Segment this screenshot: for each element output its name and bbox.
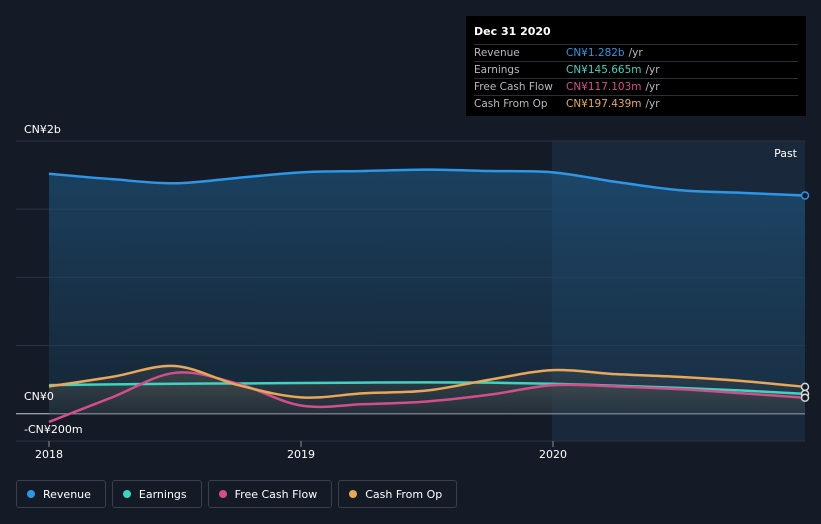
legend-dot-icon	[122, 490, 131, 498]
line-free-cash-flow	[48, 371, 806, 424]
x-tick-label: 2018	[35, 448, 63, 461]
legend-dot-icon	[349, 490, 358, 498]
tooltip-unit: /yr	[645, 64, 660, 76]
y-label-zero: CN¥0	[24, 390, 54, 403]
legend-label: Cash From Op	[365, 487, 443, 501]
legend-label: Revenue	[43, 487, 91, 501]
y-label-top: CN¥2b	[24, 123, 61, 136]
tooltip-value: CN¥197.439m	[566, 98, 642, 110]
chart-area: CN¥2b CN¥0 -CN¥200m Past 2018 2019 2020	[16, 123, 810, 461]
x-tick-label: 2019	[287, 448, 315, 461]
endpoint-cash-from-op[interactable]	[800, 382, 810, 392]
tooltip: Dec 31 2020 Revenue CN¥1.282b /yr Earnin…	[466, 16, 806, 116]
x-axis: 2018 2019 2020	[35, 441, 567, 461]
tooltip-value: CN¥117.103m	[566, 81, 642, 93]
tooltip-row-revenue: Revenue CN¥1.282b /yr	[474, 44, 798, 61]
legend-item-cash-from-op[interactable]: Cash From Op	[338, 480, 458, 508]
tooltip-row-cash-from-op: Cash From Op CN¥197.439m /yr	[474, 95, 798, 112]
x-tick-label: 2020	[539, 448, 567, 461]
tooltip-row-earnings: Earnings CN¥145.665m /yr	[474, 61, 798, 78]
tooltip-value: CN¥1.282b	[566, 47, 625, 59]
line-earnings	[48, 381, 806, 396]
legend-item-free-cash-flow[interactable]: Free Cash Flow	[207, 480, 333, 508]
endpoint-free-cash-flow[interactable]	[800, 393, 810, 403]
endpoint-revenue[interactable]	[800, 191, 810, 200]
tooltip-unit: /yr	[645, 81, 660, 93]
area-revenue	[49, 169, 805, 414]
legend-item-earnings[interactable]: Earnings	[111, 480, 202, 508]
y-label-bottom: -CN¥200m	[24, 423, 83, 436]
tooltip-label: Free Cash Flow	[474, 81, 553, 93]
past-label: Past	[774, 147, 798, 160]
legend-dot-icon	[27, 490, 35, 498]
legend-label: Earnings	[138, 487, 187, 501]
tooltip-label: Earnings	[474, 64, 520, 76]
legend: Revenue Earnings Free Cash Flow Cash Fro…	[16, 480, 458, 508]
series-endpoints	[800, 191, 810, 403]
series-lines	[48, 168, 806, 424]
legend-item-revenue[interactable]: Revenue	[16, 480, 106, 508]
area-cash-from-op	[49, 365, 805, 414]
tooltip-unit: /yr	[628, 47, 643, 59]
line-cash-from-op	[48, 364, 806, 399]
line-revenue	[48, 168, 806, 197]
tooltip-row-free-cash-flow: Free Cash Flow CN¥117.103m /yr	[474, 78, 798, 95]
tooltip-label: Cash From Op	[474, 98, 548, 110]
tooltip-label: Revenue	[474, 47, 520, 59]
legend-label: Free Cash Flow	[234, 487, 318, 501]
tooltip-unit: /yr	[645, 98, 660, 110]
tooltip-value: CN¥145.665m	[566, 64, 642, 76]
legend-dot-icon	[218, 490, 227, 498]
tooltip-date: Dec 31 2020	[474, 25, 551, 38]
